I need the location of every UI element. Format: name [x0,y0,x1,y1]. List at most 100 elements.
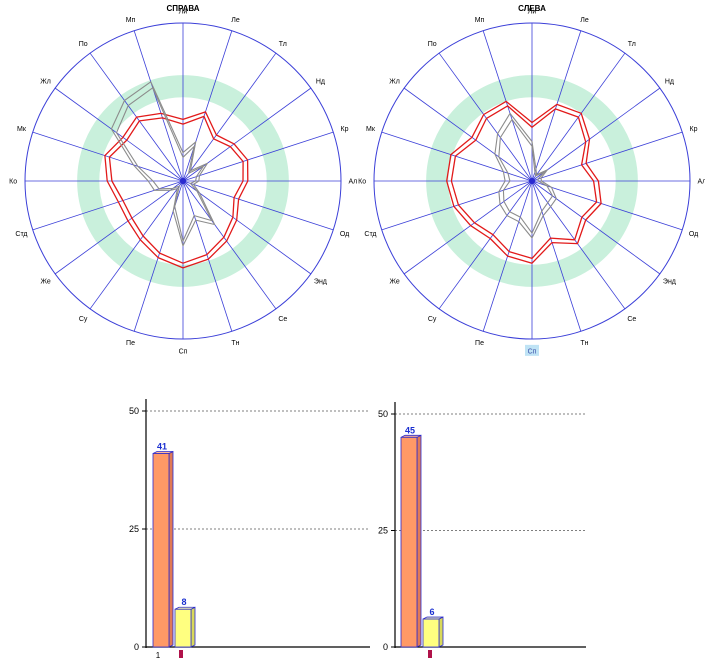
radar-axis-label: Энд [663,278,676,285]
y-tick-label: 50 [378,409,388,419]
radar-spoke [381,131,533,182]
radar-spoke [403,87,533,182]
radar-axis-label: Же [40,278,50,285]
radar-axis-label: По [428,41,437,48]
radar-spoke [182,87,312,182]
radar-title: СПРАВА [166,4,199,13]
radar-series-line [108,115,244,264]
radar-axis-label: Нд [665,79,674,86]
radar-axis-label: Энд [314,278,327,285]
radar-axis-label: По [79,41,88,48]
radar-axis-label: Ал [697,179,705,186]
bar [422,618,440,648]
radar-axis-label: Су [428,316,437,323]
radar-series-line [450,105,598,260]
radar-series-line [494,112,557,239]
radar-spoke [438,52,533,182]
bar-value-label: 6 [429,607,434,617]
y-tick-label: 25 [378,526,388,536]
radar-spoke [403,180,533,275]
x-axis-marker [179,650,183,658]
radar-spoke [531,87,661,182]
radar-axis-label: Мп [475,17,485,24]
radar-spoke [531,180,683,231]
radar-series-line [498,118,554,234]
radar-axis-label: Стд [364,231,376,238]
radar-spoke [182,52,277,182]
bar-side [438,616,444,648]
radar-axis-label: Мк [17,126,27,133]
y-tick-label: 25 [129,524,139,534]
bar-side [168,450,174,648]
bar [400,436,418,648]
radar-spoke [531,30,582,182]
radar-spoke [182,180,334,231]
radar-spoke [438,180,533,310]
radar-series-line [115,87,213,242]
radar-axis-label: Ко [9,179,17,186]
radar-axis-label: Ле [231,17,240,24]
bar-chart-right: 0 25 50 41 8 1 [129,399,370,660]
radar-axis-label: Кр [341,126,349,133]
radar-spoke [32,131,184,182]
radar-axis-label: Же [389,278,399,285]
radar-spoke [381,180,533,231]
radar-axis-label: Тл [279,41,287,48]
radar-series-line [446,100,602,264]
x-tick-label: 1 [156,651,161,660]
radar-axis-label: Су [79,316,88,323]
y-tick-label: 50 [129,406,139,416]
radar-title: СЛЕВА [518,4,546,13]
radar-axis-label: Жл [40,79,51,86]
radar-axis-label: Ле [580,17,589,24]
bar-value-label: 45 [405,425,415,435]
bar-value-label: 41 [157,441,167,451]
radar-axis-label: Ко [358,179,366,186]
radar-spoke [531,131,683,182]
radar-axis-label: Се [627,316,636,323]
radar-center-dot [180,178,186,184]
radar-axis-label: Пе [475,340,484,347]
x-axis-marker [428,650,432,658]
radar-axis-label: Нд [316,79,325,86]
radar-axis-label: Тл [628,41,636,48]
radar-spoke [54,180,184,275]
radar-axis-label: Ли [179,9,188,16]
radar-axis-label: Стд [15,231,27,238]
bar-side [416,434,422,648]
radar-axis-label: Кр [690,126,698,133]
radar-axis-label: Се [278,316,287,323]
y-tick-label: 0 [383,642,388,652]
radar-axis-label-highlight [525,344,539,356]
radar-axis-label: Ли [528,9,537,16]
radar-axis-label: Сп [179,348,188,355]
bar-side [190,606,196,648]
radar-axis-label: Ал [348,179,357,186]
radar-axis-label: Од [340,231,349,238]
radar-spoke [182,180,312,275]
radar-axis-label: Мп [126,17,136,24]
radar-spoke [89,180,184,310]
radar-series-line [104,111,249,269]
radar-series-line [110,81,216,247]
radar-axis-label: Тн [231,340,239,347]
radar-axis-label: Мк [366,126,376,133]
radar-axis-label: Тн [580,340,588,347]
bar [174,608,192,648]
radar-axis-label: Жл [389,79,400,86]
radar-center-dot [529,178,535,184]
radar-spoke [133,30,184,182]
radar-spoke [182,180,233,332]
radar-axis-label: Од [689,231,698,238]
radar-spoke [182,30,233,182]
bar [152,453,170,648]
radar-spoke [182,180,277,310]
radar-spoke [531,180,582,332]
y-tick-label: 0 [134,642,139,652]
radar-spoke [531,180,661,275]
radar-spoke [182,131,334,182]
radar-axis-label: Сп [528,348,537,355]
bar-chart-left: 0 25 50 45 6 [378,402,586,658]
